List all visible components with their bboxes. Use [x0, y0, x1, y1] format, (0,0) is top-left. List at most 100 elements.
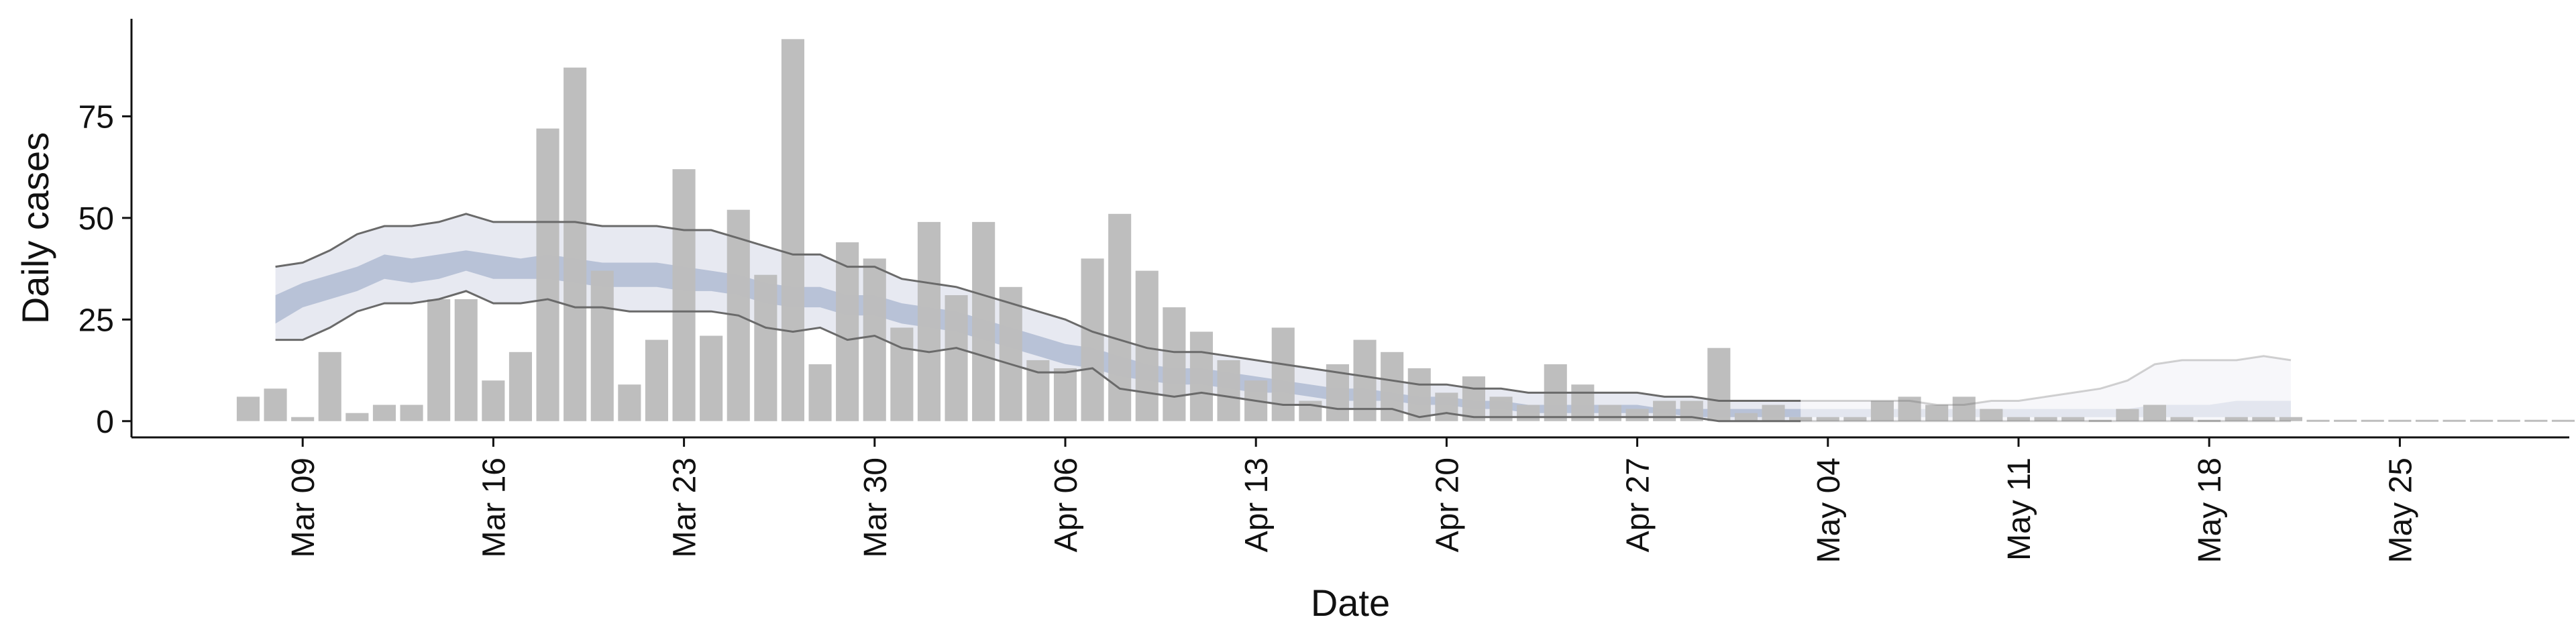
y-tick-label: 0	[96, 405, 114, 440]
axes	[130, 19, 2569, 439]
x-tick-label: Mar 16	[476, 458, 512, 557]
bar	[2443, 419, 2466, 422]
bar	[564, 67, 587, 421]
bar	[2361, 419, 2384, 422]
bar	[999, 286, 1022, 421]
bar	[2034, 417, 2057, 421]
bar	[1653, 400, 1676, 421]
bar	[808, 364, 832, 421]
bar	[2279, 417, 2302, 421]
lower-bound-line	[275, 290, 1801, 423]
bar	[291, 417, 315, 421]
bar	[645, 339, 668, 421]
band-50-segment-0	[275, 250, 1801, 417]
bar	[618, 384, 641, 421]
upper-bound-line	[275, 213, 1801, 402]
bar	[1571, 384, 1595, 421]
x-tick-label: Mar 30	[858, 458, 894, 557]
x-tick-label: May 25	[2383, 458, 2418, 563]
bar	[1625, 409, 1649, 421]
bar	[264, 388, 287, 421]
x-tick-label: Apr 27	[1621, 458, 1656, 552]
bar	[890, 327, 914, 421]
bar	[1217, 360, 1240, 421]
bar	[836, 242, 859, 421]
bar-series	[236, 39, 2575, 422]
bar	[1108, 213, 1132, 421]
bar	[2388, 419, 2412, 422]
y-tick-label: 25	[78, 303, 114, 338]
bar	[400, 405, 423, 421]
bar	[2252, 417, 2275, 421]
bar	[1898, 396, 1921, 421]
x-tick-label: Mar 23	[667, 458, 703, 557]
bar	[2170, 417, 2194, 421]
bar	[1271, 327, 1295, 421]
bar	[1925, 405, 1949, 421]
bar	[754, 274, 777, 421]
bar	[590, 270, 614, 421]
upper-bound-line-faded	[1801, 355, 2292, 406]
bar	[2061, 417, 2085, 421]
bar	[482, 380, 505, 421]
bar	[1189, 331, 1213, 421]
bar	[1734, 413, 1758, 421]
y-axis-title: Daily cases	[14, 132, 56, 324]
bar	[427, 299, 451, 421]
bar	[2470, 419, 2493, 422]
bar	[2415, 419, 2438, 422]
bar	[1407, 368, 1431, 421]
bar	[945, 295, 968, 421]
bar	[2116, 409, 2139, 421]
x-tick-label: Apr 13	[1239, 458, 1275, 552]
x-tick-label: Apr 20	[1430, 458, 1465, 552]
bar	[1053, 368, 1077, 421]
x-tick-label: May 18	[2192, 458, 2228, 563]
y-tick-label: 50	[78, 201, 114, 237]
band-50-segment-1	[1801, 400, 2291, 417]
bar	[1462, 376, 1485, 421]
bar	[1762, 405, 1785, 421]
bar	[972, 221, 996, 421]
bar	[2551, 419, 2575, 422]
bar	[2524, 419, 2548, 422]
x-tick-label: Apr 06	[1049, 458, 1084, 552]
bar	[236, 396, 260, 421]
bar	[1517, 405, 1540, 421]
x-axis-title: Date	[1311, 582, 1390, 624]
bar	[508, 352, 532, 421]
bar	[1843, 417, 1867, 421]
bar	[318, 352, 341, 421]
band-90-segment-1	[1801, 356, 2291, 421]
bar	[1353, 339, 1377, 421]
bar	[2224, 417, 2248, 421]
bar	[2143, 405, 2166, 421]
bar	[917, 221, 941, 421]
x-axis-ticks: Mar 09 Mar 16 Mar 23 Mar 30 Apr 06 Apr 13 Apr …	[286, 437, 2418, 563]
bar	[1435, 392, 1458, 421]
bar	[2497, 419, 2520, 422]
y-axis-ticks: 0 25 50 75	[78, 99, 131, 440]
interval-bands	[275, 213, 2291, 421]
interval-outlines	[275, 213, 2292, 423]
x-tick-label: Mar 09	[286, 458, 321, 557]
bar	[454, 299, 478, 421]
bar	[1598, 405, 1621, 421]
bar	[1789, 417, 1813, 421]
bar	[1707, 347, 1731, 421]
bar	[536, 128, 559, 421]
bar	[1870, 400, 1894, 421]
bar	[1163, 307, 1186, 421]
bar	[781, 39, 804, 421]
bar	[1816, 417, 1839, 421]
y-tick-label: 75	[78, 99, 114, 135]
x-tick-label: May 04	[1811, 458, 1847, 563]
bar	[2334, 419, 2357, 422]
bar	[2088, 419, 2112, 422]
bar	[700, 335, 723, 421]
bar	[2006, 417, 2030, 421]
bar	[372, 405, 396, 421]
bar	[2306, 419, 2330, 422]
bar	[1980, 409, 2003, 421]
